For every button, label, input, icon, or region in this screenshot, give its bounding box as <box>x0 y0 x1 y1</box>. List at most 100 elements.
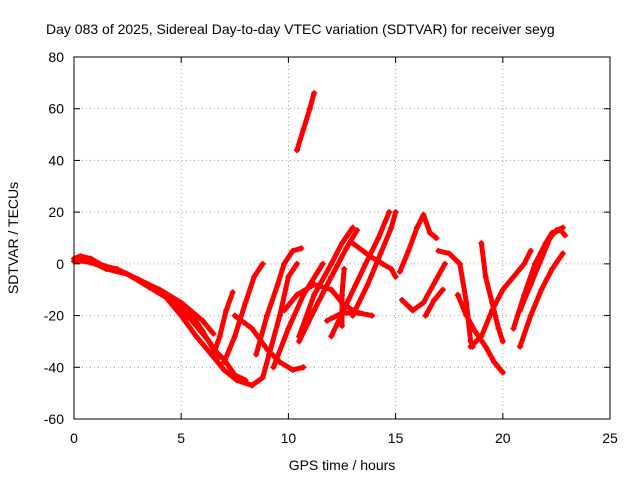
series-arc-3 <box>161 261 300 388</box>
data-point <box>248 382 255 389</box>
data-point <box>103 266 110 273</box>
data-point <box>281 260 288 267</box>
data-point <box>311 291 318 298</box>
series-arc-18 <box>397 212 439 275</box>
data-point <box>349 240 356 247</box>
data-point <box>339 322 345 329</box>
data-point <box>388 266 395 273</box>
data-point <box>375 235 382 241</box>
data-point <box>433 235 440 241</box>
data-point <box>482 343 489 350</box>
data-point <box>559 250 566 257</box>
data-point <box>251 273 258 280</box>
data-point <box>379 260 386 267</box>
data-point <box>538 286 545 293</box>
data-point <box>161 291 168 298</box>
plot-frame <box>73 56 611 420</box>
data-point <box>454 291 461 298</box>
data-point <box>527 247 534 254</box>
x-tick-label: 0 <box>70 430 78 446</box>
data-point <box>221 359 228 366</box>
data-point <box>343 245 350 252</box>
data-point <box>431 297 438 304</box>
data-point <box>124 271 131 278</box>
data-point <box>499 369 506 376</box>
data-point <box>311 90 318 97</box>
data-point <box>392 273 399 280</box>
x-tick-label: 15 <box>388 430 404 446</box>
y-axis-label: SDTVAR / TECUs <box>5 182 21 294</box>
data-point <box>306 105 313 112</box>
data-point <box>546 235 553 241</box>
data-point <box>364 281 371 288</box>
data-point <box>366 253 373 260</box>
data-point <box>420 299 427 306</box>
data-point <box>553 227 560 234</box>
data-point <box>221 366 228 373</box>
chart-title: Day 083 of 2025, Sidereal Day-to-day VTE… <box>46 21 555 37</box>
data-point <box>516 343 523 350</box>
data-point <box>231 312 238 319</box>
data-point <box>521 260 528 267</box>
data-point <box>516 307 523 314</box>
data-point <box>467 343 474 350</box>
data-point <box>386 209 393 216</box>
data-point <box>441 260 448 267</box>
data-point <box>463 312 470 319</box>
data-point <box>495 325 502 332</box>
data-point <box>510 325 517 332</box>
data-point <box>339 291 345 298</box>
data-point <box>478 333 485 340</box>
data-point <box>559 224 566 231</box>
data-point <box>446 250 453 257</box>
series-arc-5 <box>210 289 236 357</box>
data-point <box>456 260 463 267</box>
series-arc-26 <box>517 225 566 313</box>
data-point <box>281 307 288 314</box>
data-point <box>276 312 283 319</box>
data-point <box>263 346 270 353</box>
y-tick-label: 20 <box>48 204 64 220</box>
data-point <box>489 299 496 306</box>
data-point <box>242 299 249 306</box>
data-point <box>405 247 412 254</box>
data-point <box>146 284 153 291</box>
data-point <box>433 276 440 283</box>
y-tick-label: -40 <box>44 359 64 375</box>
data-point <box>399 297 406 304</box>
data-point <box>409 307 416 314</box>
data-point <box>491 359 498 366</box>
data-point <box>499 338 506 345</box>
data-point <box>323 317 330 324</box>
data-point <box>285 273 292 280</box>
data-point <box>293 260 300 267</box>
data-point <box>328 286 335 293</box>
data-point <box>223 307 230 314</box>
data-point <box>231 333 238 340</box>
data-point <box>392 209 399 216</box>
data-point <box>388 224 395 231</box>
data-point <box>319 260 326 267</box>
data-point <box>435 247 442 254</box>
data-point <box>270 364 277 371</box>
axis-ticks: 0 5 10 15 20 25 -60 -40 -20 0 20 40 60 80 <box>44 49 618 446</box>
data-point <box>259 374 266 381</box>
data-point <box>188 312 195 319</box>
data-point <box>339 240 345 247</box>
data-point <box>193 333 200 340</box>
data-point <box>549 266 556 273</box>
data-point <box>293 147 300 154</box>
y-tick-label: 0 <box>56 256 64 272</box>
data-point <box>414 224 421 231</box>
data-point <box>362 260 369 267</box>
data-point <box>77 253 84 260</box>
data-point <box>274 281 281 288</box>
data-point <box>396 268 403 275</box>
data-point <box>377 250 384 257</box>
data-point <box>422 312 429 319</box>
grid-lines <box>74 57 610 419</box>
data-point <box>538 255 545 262</box>
y-tick-label: 80 <box>48 49 64 65</box>
plot-area <box>71 90 568 389</box>
